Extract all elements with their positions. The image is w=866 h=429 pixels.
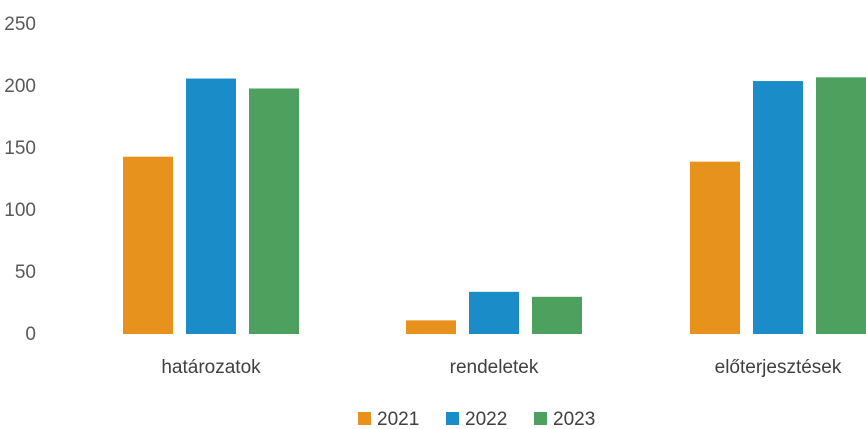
- bar-2021-0: [123, 156, 173, 334]
- x-category-label: előterjesztések: [715, 357, 842, 378]
- x-axis: határozatok rendeletek előterjesztések: [161, 357, 842, 378]
- y-tick-label: 200: [4, 76, 36, 97]
- legend-label-2021: 2021: [377, 409, 419, 429]
- bar-2022-0: [186, 78, 236, 334]
- y-tick-label: 100: [4, 200, 36, 221]
- x-category-label: határozatok: [161, 357, 261, 378]
- y-axis: 0 50 100 150 200 250: [4, 14, 36, 345]
- y-tick-label: 250: [4, 14, 36, 35]
- legend-swatch-2023: [534, 412, 547, 425]
- y-tick-label: 50: [15, 262, 36, 283]
- legend-swatch-2021: [358, 412, 371, 425]
- legend-swatch-2022: [446, 412, 459, 425]
- bars: [123, 77, 866, 334]
- y-tick-label: 0: [25, 324, 36, 345]
- legend-label-2022: 2022: [465, 409, 507, 429]
- bar-2022-1: [469, 291, 519, 334]
- bar-2021-1: [406, 320, 456, 334]
- legend-label-2023: 2023: [553, 409, 595, 429]
- bar-2021-2: [690, 161, 740, 334]
- bar-2022-2: [753, 81, 803, 334]
- legend: 2021 2022 2023: [358, 409, 595, 429]
- bar-2023-1: [532, 296, 582, 334]
- bar-2023-0: [249, 88, 299, 334]
- x-category-label: rendeletek: [450, 357, 539, 378]
- y-tick-label: 150: [4, 138, 36, 159]
- bar-2023-2: [816, 77, 866, 334]
